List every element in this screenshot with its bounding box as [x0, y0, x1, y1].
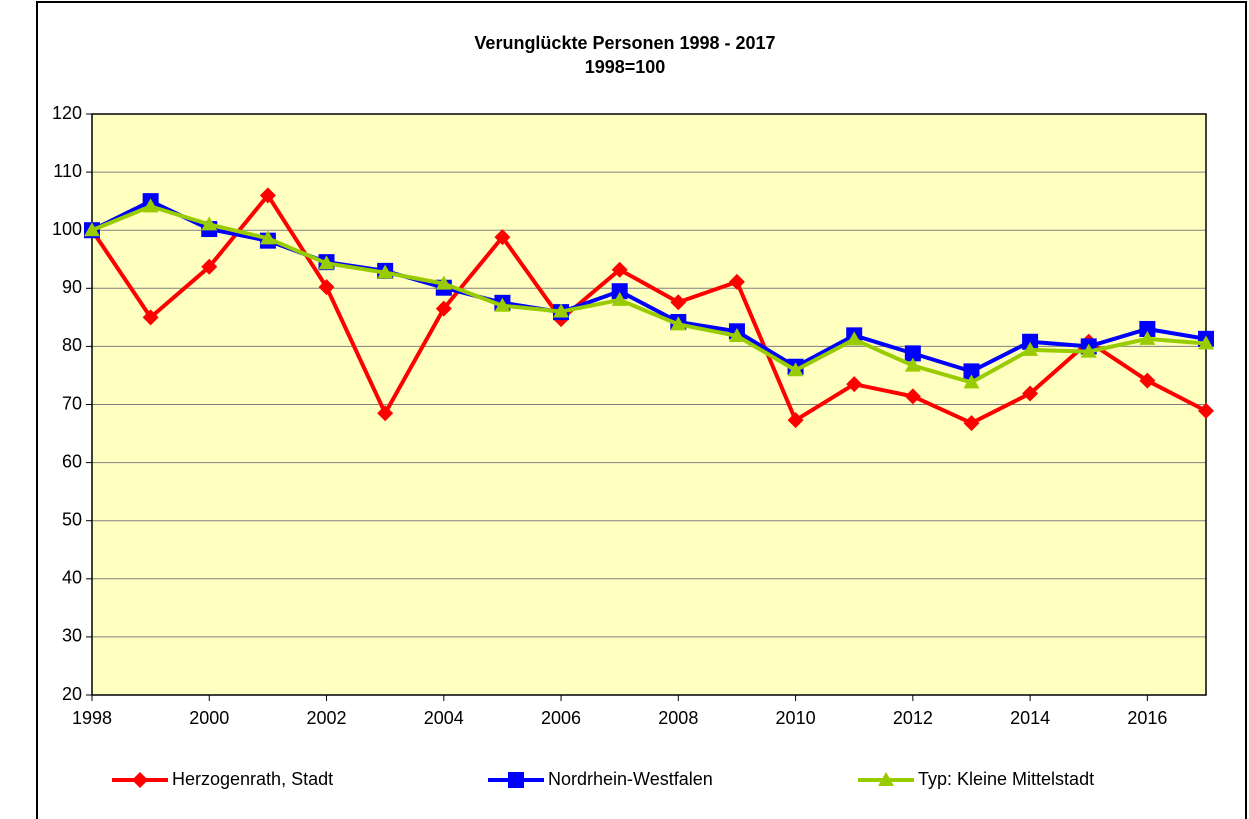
data-point: [142, 309, 159, 326]
legend-marker: [878, 772, 894, 786]
y-tick-label: 50: [62, 509, 82, 529]
series-line: [90, 193, 1207, 426]
data-point: [259, 230, 276, 245]
data-point: [142, 198, 159, 213]
data-point: [1139, 330, 1156, 345]
data-point: [377, 264, 394, 279]
x-tick-label: 2012: [893, 708, 933, 728]
data-point: [84, 222, 100, 237]
data-point: [494, 229, 511, 246]
data-point: [435, 275, 452, 290]
data-point: [963, 374, 980, 389]
chart-subtitle: 1998=100: [585, 57, 666, 77]
y-tick-label: 120: [52, 103, 82, 123]
data-point: [1139, 320, 1156, 337]
legend-label: Herzogenrath, Stadt: [172, 769, 333, 789]
data-point: [670, 294, 687, 311]
data-point: [201, 258, 218, 275]
data-point: [787, 412, 804, 429]
y-tick-label: 20: [62, 684, 82, 704]
data-point: [435, 300, 452, 317]
data-point: [963, 415, 980, 432]
x-tick-label: 1998: [72, 708, 112, 728]
data-point: [377, 405, 394, 422]
series-line: [91, 204, 1207, 385]
y-tick-label: 70: [62, 393, 82, 413]
data-point: [318, 255, 335, 270]
data-point: [728, 273, 745, 290]
data-point: [846, 376, 863, 393]
x-tick-label: 2010: [776, 708, 816, 728]
data-point: [494, 297, 511, 312]
data-point: [1022, 333, 1039, 350]
data-point: [611, 261, 628, 278]
x-tick-label: 2000: [189, 708, 229, 728]
y-tick-label: 90: [62, 277, 82, 297]
x-tick-label: 2008: [658, 708, 698, 728]
y-tick-label: 110: [53, 161, 82, 181]
legend-marker: [508, 772, 524, 788]
y-tick-label: 30: [62, 626, 82, 646]
legend-label: Typ: Kleine Mittelstadt: [918, 769, 1094, 789]
data-point: [904, 345, 921, 362]
x-tick-label: 2014: [1010, 708, 1050, 728]
data-point: [553, 303, 570, 318]
data-point: [728, 327, 745, 342]
data-point: [1198, 402, 1214, 419]
data-point: [846, 331, 863, 346]
y-tick-label: 40: [62, 568, 82, 588]
y-tick-label: 100: [52, 219, 82, 239]
legend-label: Nordrhein-Westfalen: [548, 769, 713, 789]
x-tick-label: 2004: [424, 708, 464, 728]
data-point: [787, 362, 804, 377]
data-point: [201, 216, 218, 231]
data-point: [904, 357, 921, 372]
data-point: [1139, 372, 1156, 389]
x-tick-label: 2006: [541, 708, 581, 728]
data-point: [611, 291, 628, 306]
data-point: [904, 388, 921, 405]
chart-title: Verunglückte Personen 1998 - 2017: [474, 33, 775, 53]
data-point: [670, 316, 687, 331]
x-tick-label: 2016: [1127, 708, 1167, 728]
data-point: [611, 283, 628, 300]
data-point: [1080, 343, 1097, 358]
y-tick-label: 60: [62, 451, 82, 471]
data-point: [1022, 341, 1039, 356]
data-point: [1022, 385, 1039, 402]
data-point: [318, 279, 335, 296]
data-point: [1198, 335, 1214, 350]
x-tick-label: 2002: [307, 708, 347, 728]
data-point: [259, 187, 276, 204]
y-tick-label: 80: [62, 335, 82, 355]
data-point: [963, 363, 980, 380]
legend-marker: [132, 772, 148, 788]
